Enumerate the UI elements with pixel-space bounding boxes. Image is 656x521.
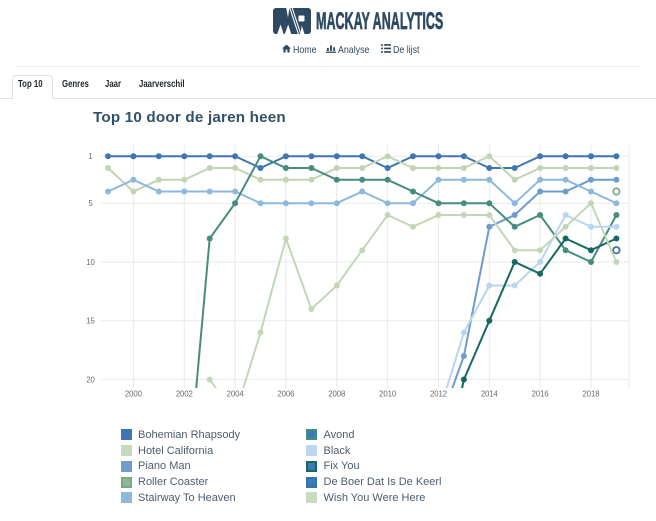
svg-text:2004: 2004: [227, 390, 245, 399]
svg-text:10: 10: [86, 258, 95, 267]
svg-text:15: 15: [86, 317, 95, 326]
svg-text:2000: 2000: [125, 390, 143, 399]
svg-text:2018: 2018: [583, 390, 600, 399]
svg-text:2012: 2012: [430, 390, 447, 399]
svg-text:20: 20: [86, 375, 95, 384]
svg-text:5: 5: [88, 199, 93, 208]
svg-text:1: 1: [88, 152, 92, 161]
svg-text:2016: 2016: [532, 390, 549, 399]
svg-text:2008: 2008: [328, 390, 345, 399]
svg-text:2006: 2006: [277, 390, 294, 399]
svg-text:2014: 2014: [481, 390, 499, 399]
svg-text:2002: 2002: [176, 390, 193, 399]
svg-text:2010: 2010: [379, 390, 397, 399]
